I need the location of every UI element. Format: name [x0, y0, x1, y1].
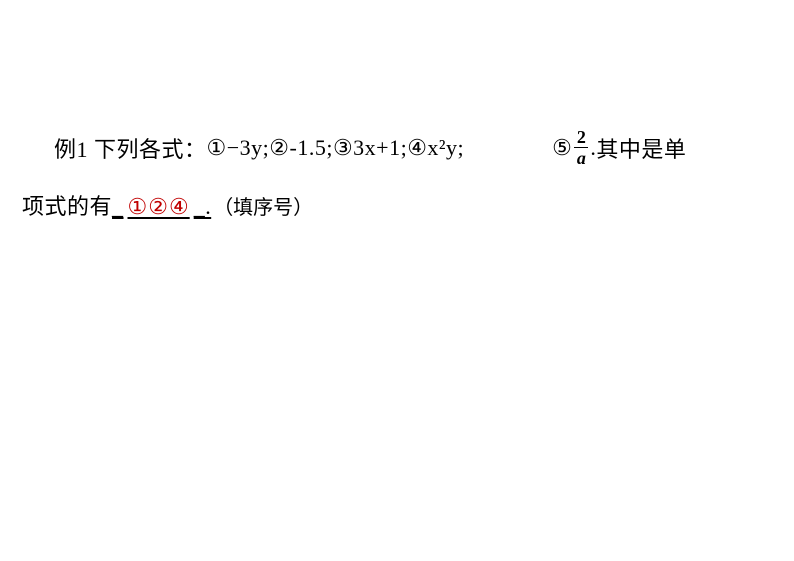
- blank-post: _.: [194, 194, 212, 220]
- problem-label: 例1: [54, 132, 88, 164]
- fraction: 2 a: [574, 128, 588, 167]
- blank-pre: _: [112, 194, 124, 220]
- tail-text: 其中是单: [596, 132, 686, 164]
- fraction-numerator: 2: [575, 128, 588, 147]
- item-5-marker: ⑤: [552, 135, 572, 161]
- problem-content: 例1 下列各式： ①−3y; ②-1.5; ③3x+1; ④x²y; ⑤ 2 a…: [22, 128, 772, 221]
- item-1: ①−3y;: [207, 135, 270, 161]
- item-2: ②-1.5;: [269, 135, 333, 161]
- line2-prefix: 项式的有: [22, 189, 112, 221]
- line-2: 项式的有 _ ①②④ _. （填序号）: [22, 189, 772, 221]
- item-3: ③3x+1;: [333, 135, 407, 161]
- item-4: ④x²y;: [407, 135, 464, 161]
- fraction-denominator: a: [575, 148, 588, 167]
- intro: 下列各式：: [94, 132, 207, 164]
- answer-text: ①②④: [124, 194, 194, 220]
- line-1: 例1 下列各式： ①−3y; ②-1.5; ③3x+1; ④x²y; ⑤ 2 a…: [22, 128, 772, 167]
- hint-text: （填序号）: [213, 191, 313, 220]
